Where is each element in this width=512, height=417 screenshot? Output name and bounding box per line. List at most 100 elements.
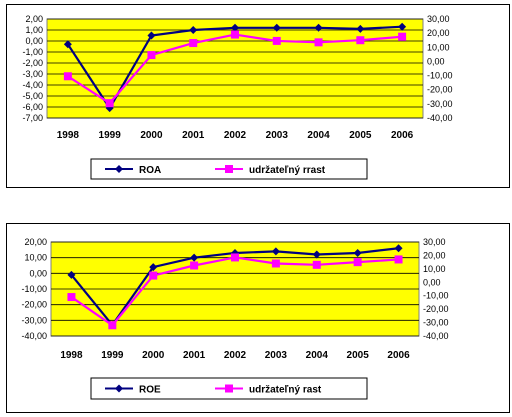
data-point (231, 248, 239, 257)
x-tick-label: 2006 (387, 350, 410, 361)
data-point (147, 31, 156, 40)
legend-label: ROE (139, 385, 161, 396)
y-left-tick-label: 0,00 (29, 268, 47, 278)
data-point (314, 23, 323, 32)
data-point (353, 248, 362, 257)
x-tick-label: 2003 (266, 130, 289, 141)
data-point (67, 270, 76, 279)
data-point (398, 22, 407, 31)
legend-marker (225, 384, 233, 393)
x-tick-label: 2005 (349, 130, 372, 141)
data-point (353, 258, 362, 267)
legend-marker (115, 165, 123, 173)
y-right-tick-label: 30,00 (427, 14, 450, 24)
y-right-tick-label: -10,00 (423, 291, 449, 301)
x-tick-label: 2001 (182, 130, 205, 141)
x-tick-label: 2006 (391, 130, 414, 141)
data-point (108, 321, 117, 330)
series-secondary (63, 30, 407, 108)
data-point (272, 36, 281, 45)
x-tick-label: 2002 (224, 130, 247, 141)
legend-marker (115, 384, 123, 393)
data-point (67, 293, 76, 302)
y-left-tick-label: -2,00 (22, 58, 43, 68)
series-secondary (67, 253, 403, 330)
data-point (149, 263, 158, 272)
y-left-tick-label: 2,00 (25, 14, 43, 24)
x-tick-label: 2002 (224, 350, 247, 361)
data-point (147, 51, 156, 60)
x-tick-label: 2001 (183, 350, 206, 361)
data-point (394, 244, 403, 253)
chart-roa: 2,001,000,00-1,00-2,00-3,00-4,00-5,00-6,… (22, 14, 453, 180)
y-left-tick-label: -1,00 (22, 47, 43, 57)
data-point (312, 250, 321, 259)
y-left-tick-label: -4,00 (22, 80, 43, 90)
data-point (271, 247, 280, 256)
data-point (312, 260, 321, 269)
x-tick-label: 2003 (265, 350, 288, 361)
data-point (190, 253, 199, 262)
legend-item: udržateľný rast (215, 384, 322, 396)
x-tick-label: 1998 (60, 350, 83, 361)
data-point (356, 24, 365, 33)
data-point (190, 261, 199, 270)
y-left-tick-label: 20,00 (24, 237, 47, 247)
data-point (105, 99, 114, 108)
y-right-tick-label: 20,00 (423, 250, 446, 260)
x-tick-label: 2005 (347, 350, 370, 361)
series-primary (67, 244, 403, 330)
data-point (63, 72, 72, 81)
data-point (314, 38, 323, 47)
y-right-tick-label: -10,00 (427, 71, 453, 81)
y-right-tick-label: -40,00 (423, 331, 449, 341)
data-point (149, 271, 158, 280)
chart-roe: 20,00 10,00 0,00 -10,00 -20,00 -30,00 -40,00 30… (21, 237, 449, 400)
y-right-tick-label: 20,00 (427, 28, 450, 38)
legend-item: ROA (105, 165, 161, 176)
y-left-tick-label: 1,00 (25, 25, 43, 35)
data-point (231, 30, 239, 39)
data-point (356, 36, 365, 45)
legend-label: udržateľný rrast (249, 165, 326, 176)
data-point (231, 253, 239, 262)
y-left-tick-label: -7,00 (22, 113, 43, 123)
chart-roa-frame: 2,00 1,00 0,00 -1,00 -2,00 -3,00 -4,00 -5,00 -6,… (6, 4, 510, 188)
y-right-tick-label: 30,00 (423, 237, 446, 247)
legend-marker (225, 165, 233, 173)
y-left-tick-label: 0,00 (25, 36, 43, 46)
y-left-tick-label: -20,00 (21, 300, 47, 310)
data-point (231, 23, 239, 32)
x-tick-label: 2000 (140, 130, 163, 141)
legend-label: ROA (139, 165, 161, 176)
legend-item: ROE (105, 384, 161, 396)
y-right-tick-label: 0,00 (427, 56, 445, 66)
y-left-tick-label: -3,00 (22, 69, 43, 79)
data-point (394, 255, 403, 264)
data-point (398, 32, 407, 41)
y-right-tick-label: -20,00 (423, 304, 449, 314)
x-tick-label: 1999 (99, 130, 122, 141)
y-left-tick-label: -6,00 (22, 102, 43, 112)
y-left-tick-label: 10,00 (24, 253, 47, 263)
y-right-tick-label: -20,00 (427, 85, 453, 95)
data-point (271, 259, 280, 268)
legend-item: udržateľný rrast (215, 165, 326, 176)
y-right-tick-label: 0,00 (423, 277, 441, 287)
x-tick-label: 2004 (307, 130, 330, 141)
data-point (189, 26, 198, 34)
x-tick-label: 2000 (142, 350, 165, 361)
y-left-tick-label: -10,00 (21, 284, 47, 294)
x-tick-label: 2004 (306, 350, 329, 361)
legend-label: udržateľný rast (249, 385, 322, 396)
y-left-tick-label: -30,00 (21, 315, 47, 325)
y-left-tick-label: -40,00 (21, 331, 47, 341)
chart-roe-frame: 20,00 10,00 0,00 -10,00 -20,00 -30,00 -40,00 30… (6, 223, 510, 413)
x-tick-label: 1999 (101, 350, 124, 361)
y-right-tick-label: -30,00 (423, 318, 449, 328)
y-right-tick-label: -40,00 (427, 113, 453, 123)
y-right-tick-label: -30,00 (427, 99, 453, 109)
y-right-tick-label: 10,00 (423, 264, 446, 274)
x-tick-label: 1998 (57, 130, 80, 141)
data-point (272, 23, 281, 32)
